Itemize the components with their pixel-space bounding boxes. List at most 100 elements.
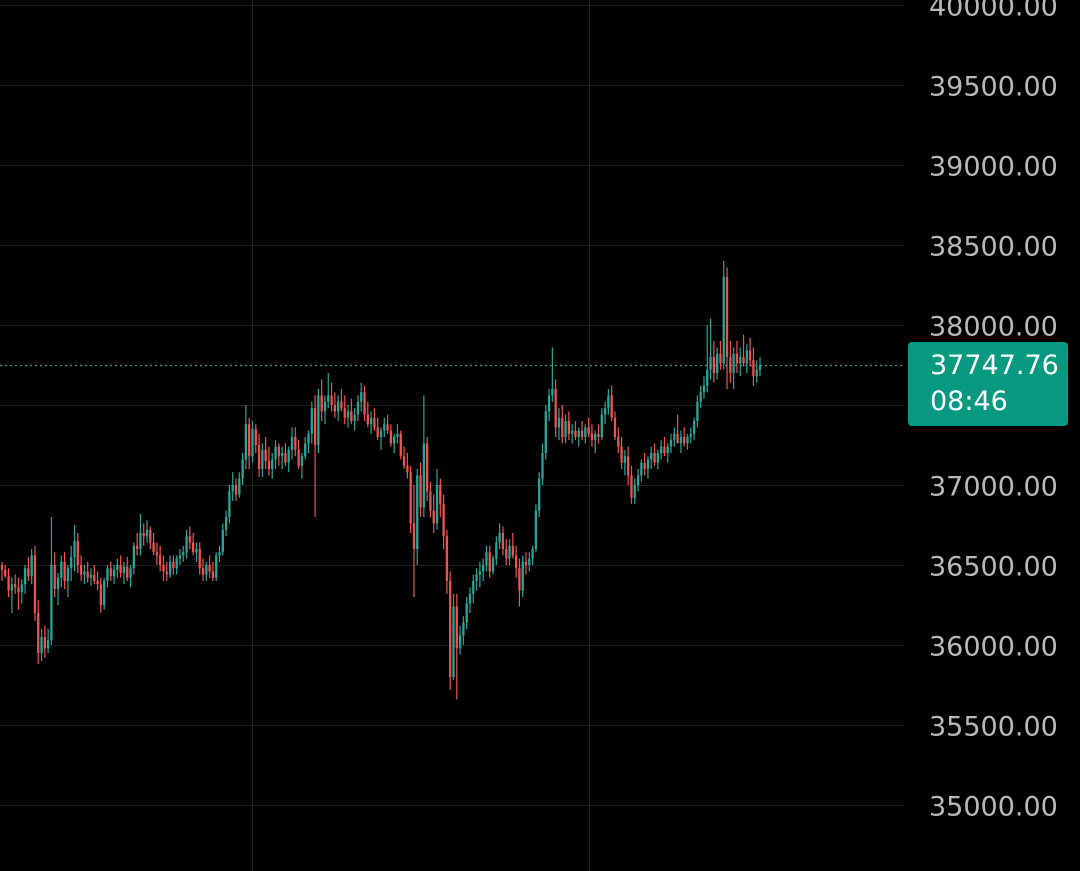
candle-body (145, 529, 149, 537)
candle-down (712, 341, 716, 383)
candle-body (119, 565, 122, 573)
candle-body (617, 437, 620, 447)
candle-up (547, 389, 551, 421)
candle-up (755, 360, 758, 383)
candle-down (119, 555, 122, 578)
candle-body (274, 446, 277, 460)
candle-body (300, 456, 304, 466)
candle-body (524, 561, 528, 565)
candle-countdown-label: 08:46 (930, 386, 1008, 417)
candle-down (449, 571, 452, 690)
candle-body (323, 401, 327, 412)
candle-up (551, 347, 554, 402)
candle-body (70, 557, 73, 569)
candle-body (284, 453, 287, 463)
candle-body (603, 408, 607, 415)
candle-up (709, 318, 712, 380)
candle-up (50, 517, 53, 645)
candle-body (729, 357, 732, 373)
candle-up (699, 385, 702, 409)
candle-down (155, 542, 159, 565)
candle-down (373, 408, 376, 431)
candle-body (590, 433, 594, 441)
candle-body (211, 571, 215, 578)
candle-up (646, 456, 650, 479)
candle-down (254, 424, 257, 453)
candle-body (103, 581, 106, 605)
candle-down (76, 533, 79, 573)
candle-body (498, 533, 501, 543)
candle-down (172, 555, 175, 575)
candle-body (7, 576, 10, 591)
candle-body (485, 552, 488, 565)
candle-body (198, 549, 201, 569)
candle-body (702, 385, 706, 393)
candle-body (248, 424, 251, 457)
candle-body (363, 392, 366, 415)
candle-down (590, 424, 594, 447)
candle-body (597, 433, 600, 437)
candle-up (758, 357, 762, 377)
candle-body (234, 485, 238, 495)
candle-body (666, 446, 669, 453)
candle-up (538, 472, 541, 517)
candle-down (663, 437, 666, 457)
candle-body (725, 277, 729, 357)
candle-up (244, 405, 248, 469)
candle-down (748, 337, 752, 367)
candle-up (564, 414, 567, 444)
candle-body (478, 571, 482, 575)
candle-body (185, 536, 188, 553)
candle-body (570, 430, 574, 434)
candle-body (755, 369, 758, 377)
candle-body (449, 581, 452, 677)
candle-body (168, 561, 172, 575)
candle-body (564, 421, 567, 437)
candle-body (709, 357, 712, 370)
candle-body (165, 571, 168, 575)
candle-up (178, 549, 182, 565)
candle-up (722, 261, 725, 370)
price-axis[interactable]: 40000.00 39500.00 39000.00 38500.00 38000.00… (929, 0, 1058, 823)
y-tick-label: 35500.00 (929, 712, 1058, 743)
candle-up (528, 552, 531, 572)
candle-up (636, 469, 640, 492)
candle-body (73, 541, 76, 557)
candle-body (201, 568, 205, 575)
candle-down (366, 401, 369, 428)
candle-up (218, 545, 221, 562)
candle-up (594, 430, 597, 453)
candle-body (508, 545, 511, 559)
candle-body (142, 533, 145, 537)
candle-up (238, 472, 241, 498)
grid-lines (0, 0, 905, 871)
candle-body (271, 459, 274, 469)
candle-down (752, 347, 755, 386)
candle-down (234, 478, 238, 501)
candle-body (462, 622, 465, 636)
candle-down (198, 542, 201, 575)
candle-down (729, 341, 732, 383)
candle-down (455, 593, 458, 700)
candle-down (333, 392, 337, 418)
candle-down (402, 446, 406, 469)
candle-body (290, 437, 294, 450)
candle-body (574, 430, 577, 437)
candle-body (254, 429, 257, 445)
candle-body (60, 561, 63, 578)
candle-down (43, 625, 46, 658)
candle-body (643, 462, 646, 469)
candle-body (346, 411, 350, 418)
candle-body (175, 558, 178, 569)
candle-down (683, 427, 686, 447)
candle-body (10, 584, 14, 591)
candle-body (83, 571, 86, 575)
candle-up (640, 459, 643, 482)
candle-body (267, 461, 271, 469)
candle-up (659, 440, 663, 460)
candle-up (656, 449, 659, 469)
current-price-badge: 37747.76 08:46 (908, 342, 1068, 426)
candle-body (297, 449, 300, 466)
